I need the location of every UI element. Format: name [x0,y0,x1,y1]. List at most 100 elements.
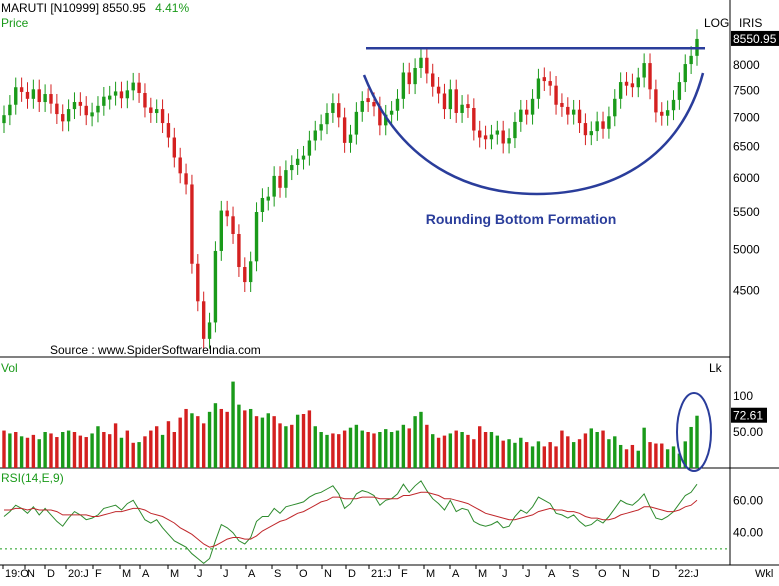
volume-bar [254,416,259,468]
volume-bar [207,411,212,468]
volume-bar [196,416,200,468]
volume-bar [624,449,629,468]
candle-body [607,116,611,129]
volume-bar [389,432,394,468]
candle-body [519,109,523,122]
candlestick [225,200,229,227]
candle-body [354,111,359,135]
candlestick [407,62,411,95]
candle-body [149,107,153,113]
candle-body [454,89,458,113]
candle-body [583,123,588,136]
x-tick-label: M [122,568,131,580]
candle-body [489,134,494,140]
candlestick [589,121,593,146]
candlestick [172,127,177,168]
candlestick [513,112,517,149]
candle-body [331,103,335,113]
candlestick [413,58,417,95]
candlestick [72,92,77,120]
candle-body [689,55,693,65]
candle-body [260,197,265,212]
volume-bar [472,439,476,468]
volume-unit-label: Lk [709,361,723,375]
panel-frames [0,0,779,566]
candle-body [237,233,241,268]
volume-bar [96,426,100,468]
candle-body [660,111,664,116]
volume-bar [366,432,370,468]
candle-body [66,109,71,122]
candle-body [284,170,288,188]
volume-bar [425,424,429,468]
candle-body [419,57,423,69]
candlestick [425,48,429,84]
volume-bar [665,449,670,468]
rounding-bottom-arc [362,72,705,196]
log-scale-label[interactable]: LOG [704,16,730,30]
candle-body [37,89,41,103]
volume-bar [419,411,423,468]
x-tick-label: M [478,568,487,580]
volume-bar [413,416,417,468]
candle-body [14,87,18,105]
candlestick [43,84,47,112]
x-tick-label: J [502,568,508,580]
price-tick-label: 5500 [733,205,760,219]
volume-bar [630,444,635,468]
candlestick [313,120,317,151]
candlestick [31,79,36,109]
volume-bar [636,450,640,468]
change-percent: 4.41% [155,1,190,15]
candlestick [307,130,312,166]
candlestick [454,79,458,123]
candle-body [348,134,353,143]
candlestick [131,72,135,101]
candle-body [360,100,364,112]
candlestick [137,72,141,103]
candle-body [613,98,617,117]
candlestick [483,125,488,150]
candlestick [478,120,482,148]
candle-body [19,87,24,92]
volume-bar [337,434,341,468]
volume-bar [25,437,30,468]
candlestick [2,105,6,134]
x-tick-label: S [572,568,579,580]
candle-body [278,175,282,188]
volume-panel-label: Vol [1,361,18,375]
x-tick-label: M [170,568,179,580]
x-axis-label: Wkl [755,568,773,580]
candle-body [8,104,12,116]
volume-bar [313,426,317,468]
last-price: 8550.95 [102,1,146,15]
candlestick [125,80,130,109]
volume-bar [689,426,693,468]
candle-body [624,81,629,86]
volume-bar [660,443,664,468]
volume-bar [407,428,411,468]
candle-body [290,165,294,171]
candlestick [113,81,118,106]
candle-body [137,82,141,93]
volume-bar [307,410,312,468]
candlestick [190,174,194,274]
candlestick [290,155,294,181]
volume-bar [31,434,36,468]
candle-body [595,121,599,132]
x-axis: 19:ON D 20:J F M A M J J A S O N D 21:J F M A M J J A S O N D 22:J… [2,565,773,580]
volume-bar [266,413,270,468]
price-tick-label: 8000 [733,58,760,72]
candle-body [513,121,517,139]
candlestick [348,124,353,153]
candlestick [260,188,265,222]
candle-body [431,73,435,87]
candlestick [519,99,523,132]
candlestick [448,79,453,120]
volume-bar [401,424,406,468]
x-tick-label: A [142,568,150,580]
candle-body [466,104,470,109]
volume-bar [495,435,500,468]
candle-body [102,96,106,106]
candle-body [548,81,552,86]
